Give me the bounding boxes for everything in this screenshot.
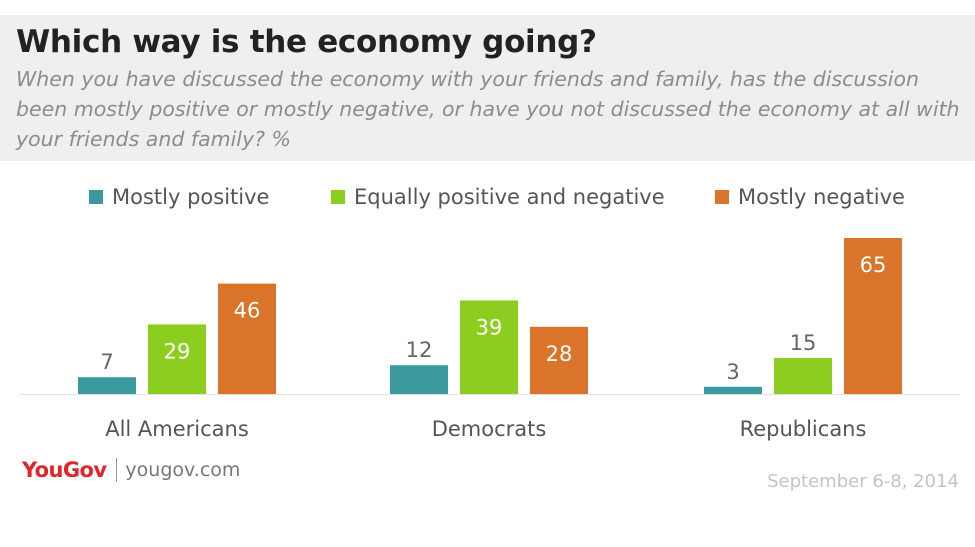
legend-label-mostly-negative: Mostly negative [738, 185, 905, 209]
bar-mostly-negative-1 [530, 326, 588, 394]
data-label-mostly-positive-0: 7 [100, 350, 113, 374]
survey-date: September 6-8, 2014 [767, 471, 959, 492]
data-label-mostly-negative-2: 65 [860, 253, 887, 277]
bar-mostly-negative-0 [218, 283, 276, 394]
header-panel [0, 15, 975, 161]
yougov-logo: YouGov [22, 458, 107, 482]
legend-label-mostly-positive: Mostly positive [112, 185, 270, 209]
data-label-equally-positive-and-negative-0: 29 [164, 339, 191, 363]
data-label-equally-positive-and-negative-1: 39 [476, 315, 503, 339]
category-label-0: All Americans [105, 417, 249, 441]
category-label-2: Republicans [740, 417, 867, 441]
chart-title: Which way is the economy going? [16, 24, 597, 60]
site-url: yougov.com [125, 459, 241, 481]
bar-equally-positive-and-negative-0 [148, 324, 206, 394]
data-label-mostly-positive-2: 3 [726, 360, 739, 384]
legend-item-mostly-negative: Mostly negative [715, 184, 905, 210]
legend-swatch-equally-positive-and-negative [331, 190, 345, 204]
bar-mostly-positive-1 [390, 365, 448, 394]
data-label-mostly-positive-1: 12 [406, 338, 433, 362]
bar-equally-positive-and-negative-1 [460, 300, 518, 394]
brand-divider [116, 458, 118, 482]
legend-swatch-mostly-positive [89, 190, 103, 204]
bar-equally-positive-and-negative-2 [774, 358, 832, 394]
data-label-mostly-negative-0: 46 [234, 299, 261, 323]
legend-item-mostly-positive: Mostly positive [89, 184, 269, 210]
brand: YouGov yougov.com [22, 458, 240, 482]
category-label-1: Democrats [432, 417, 547, 441]
legend-item-equally-positive-and-negative: Equally positive and negative [331, 184, 665, 210]
chart-subtitle: When you have discussed the economy with… [16, 67, 960, 151]
data-label-mostly-negative-1: 28 [546, 342, 573, 366]
legend-label-equally-positive-and-negative: Equally positive and negative [354, 185, 665, 209]
legend-swatch-mostly-negative [715, 190, 729, 204]
bar-mostly-negative-2 [844, 238, 902, 394]
bar-mostly-positive-0 [78, 377, 136, 394]
data-label-equally-positive-and-negative-2: 15 [790, 331, 817, 355]
bar-mostly-positive-2 [704, 386, 762, 394]
